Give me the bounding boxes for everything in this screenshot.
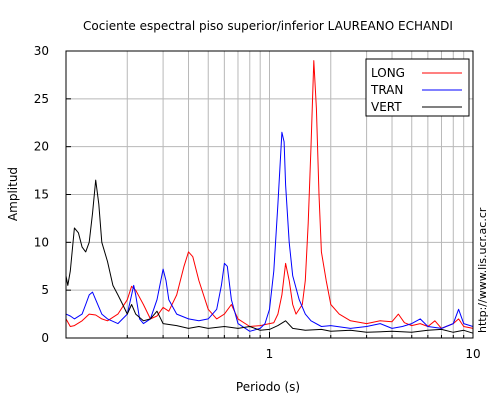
series-line-tran <box>65 131 474 332</box>
legend-label-vert: VERT <box>371 100 402 114</box>
y-tick-label: 20 <box>34 140 49 154</box>
x-axis-label: Periodo (s) <box>236 380 300 394</box>
y-tick-label: 10 <box>34 235 49 249</box>
legend-label-tran: TRAN <box>370 83 403 97</box>
y-tick-label: 25 <box>34 92 49 106</box>
x-tick-label: 10 <box>465 347 480 361</box>
y-tick-label: 0 <box>41 331 49 345</box>
axis-ticks: 0 5 10 15 20 25 30 1 10 <box>34 44 481 361</box>
x-tick-label: 1 <box>266 347 274 361</box>
y-tick-label: 30 <box>34 44 49 58</box>
series-line-vert <box>65 179 474 334</box>
y-tick-label: 5 <box>41 283 49 297</box>
legend: LONG TRAN VERT <box>365 58 470 117</box>
watermark-url: http://www.lis.ucr.ac.cr <box>476 207 489 333</box>
chart-title: Cociente espectral piso superior/inferio… <box>83 19 453 33</box>
y-axis-label: Amplitud <box>6 167 20 221</box>
legend-label-long: LONG <box>371 66 405 80</box>
y-tick-label: 15 <box>34 188 49 202</box>
series-lines <box>65 60 474 334</box>
